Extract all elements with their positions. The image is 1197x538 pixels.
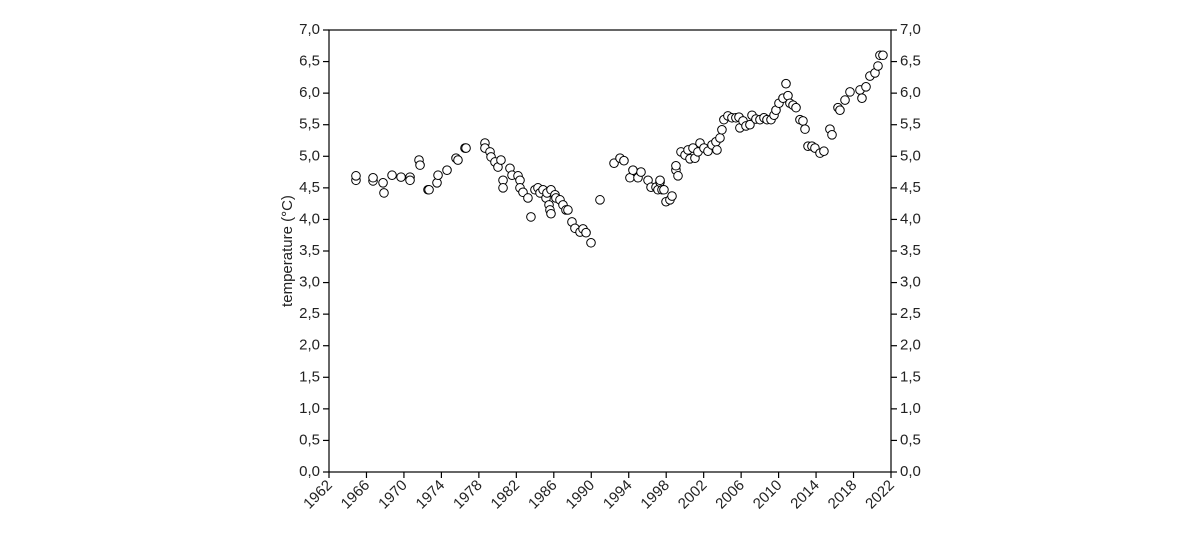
data-point — [717, 124, 727, 135]
data-point — [840, 95, 850, 105]
y-tick-label: 2,5 — [299, 305, 320, 322]
x-tick-label: 1986 — [525, 477, 561, 513]
x-tick-label: 1994 — [600, 477, 636, 513]
y-tick-label: 7,0 — [299, 21, 320, 38]
x-tick-label: 2018 — [825, 477, 861, 513]
y2-tick-label: 0,5 — [900, 431, 921, 448]
data-point — [415, 160, 425, 170]
y-tick-label: 3,0 — [299, 274, 320, 291]
data-point — [619, 155, 629, 166]
data-point — [442, 165, 452, 175]
x-tick-label: 1990 — [562, 477, 598, 513]
data-point — [368, 172, 378, 183]
data-point — [798, 116, 808, 126]
y-tick-label: 2,0 — [299, 337, 320, 354]
y2-tick-label: 3,0 — [900, 274, 921, 291]
data-point — [595, 195, 605, 205]
y-axis-label: temperature (°C) — [279, 195, 296, 307]
data-point — [523, 193, 533, 203]
y2-tick-label: 3,5 — [900, 242, 921, 259]
data-point — [461, 143, 471, 153]
data-point — [745, 119, 755, 130]
data-point — [655, 175, 665, 186]
x-tick-label: 1998 — [637, 477, 673, 513]
data-point — [781, 78, 791, 89]
y2-tick-label: 2,0 — [900, 337, 921, 354]
data-point — [819, 146, 829, 157]
plot-frame — [328, 29, 892, 473]
data-point — [351, 171, 361, 181]
data-point — [667, 191, 677, 201]
y-tick-label: 5,5 — [299, 116, 320, 133]
data-point — [671, 160, 681, 171]
data-point — [628, 165, 638, 175]
y2-tick-label: 0,0 — [900, 463, 921, 480]
data-point — [526, 212, 536, 222]
x-tick-label: 2010 — [750, 477, 786, 513]
data-point — [496, 155, 506, 165]
data-point — [636, 167, 646, 177]
x-tick-label: 1962 — [300, 477, 336, 513]
data-point — [715, 133, 725, 143]
x-tick-label: 2006 — [712, 477, 748, 513]
y2-tick-label: 6,0 — [900, 84, 921, 101]
x-tick-label: 1970 — [375, 477, 411, 513]
y-tick-label: 4,5 — [299, 179, 320, 196]
x-tick-label: 1978 — [450, 477, 486, 513]
y2-tick-label: 6,5 — [900, 53, 921, 70]
data-point — [861, 82, 871, 92]
data-point — [712, 145, 722, 155]
data-point — [659, 184, 669, 195]
y2-tick-label: 7,0 — [900, 21, 921, 38]
data-point — [378, 178, 388, 188]
y2-tick-label: 1,5 — [900, 368, 921, 385]
data-point — [857, 93, 867, 103]
data-point — [873, 61, 883, 71]
y-tick-label: 1,0 — [299, 400, 320, 417]
data-point — [800, 124, 810, 134]
y-tick-label: 4,0 — [299, 210, 320, 227]
x-tick-label: 1974 — [413, 477, 449, 513]
data-point — [396, 172, 406, 182]
data-point — [878, 50, 888, 61]
y2-tick-label: 2,5 — [900, 305, 921, 322]
data-point — [609, 158, 619, 169]
data-point — [563, 205, 573, 215]
y-tick-label: 3,5 — [299, 242, 320, 259]
data-point — [379, 188, 389, 198]
data-point — [827, 130, 837, 140]
data-point — [546, 208, 556, 219]
x-tick-label: 2022 — [862, 477, 898, 513]
data-point — [387, 170, 397, 181]
y-tick-label: 6,0 — [299, 84, 320, 101]
data-point — [433, 170, 443, 181]
y2-tick-label: 5,5 — [900, 116, 921, 133]
data-point — [835, 105, 845, 115]
y-tick-label: 5,0 — [299, 147, 320, 164]
y-tick-label: 0,5 — [299, 431, 320, 448]
x-tick-label: 1982 — [488, 477, 524, 513]
data-point — [845, 87, 855, 97]
x-tick-label: 1966 — [338, 477, 374, 513]
y2-tick-label: 4,0 — [900, 210, 921, 227]
data-point — [586, 237, 596, 248]
data-point — [791, 102, 801, 113]
data-point — [453, 155, 463, 165]
y-tick-label: 6,5 — [299, 53, 320, 70]
data-point — [424, 184, 434, 195]
x-tick-label: 2014 — [787, 477, 823, 513]
y2-tick-label: 5,0 — [900, 147, 921, 164]
y-tick-label: 1,5 — [299, 368, 320, 385]
y2-tick-label: 4,5 — [900, 179, 921, 196]
x-tick-label: 2002 — [675, 477, 711, 513]
data-point — [673, 171, 683, 181]
data-point — [581, 227, 591, 238]
y2-tick-label: 1,0 — [900, 400, 921, 417]
data-point — [405, 175, 415, 186]
data-point — [498, 183, 508, 193]
y-tick-label: 0,0 — [299, 463, 320, 480]
